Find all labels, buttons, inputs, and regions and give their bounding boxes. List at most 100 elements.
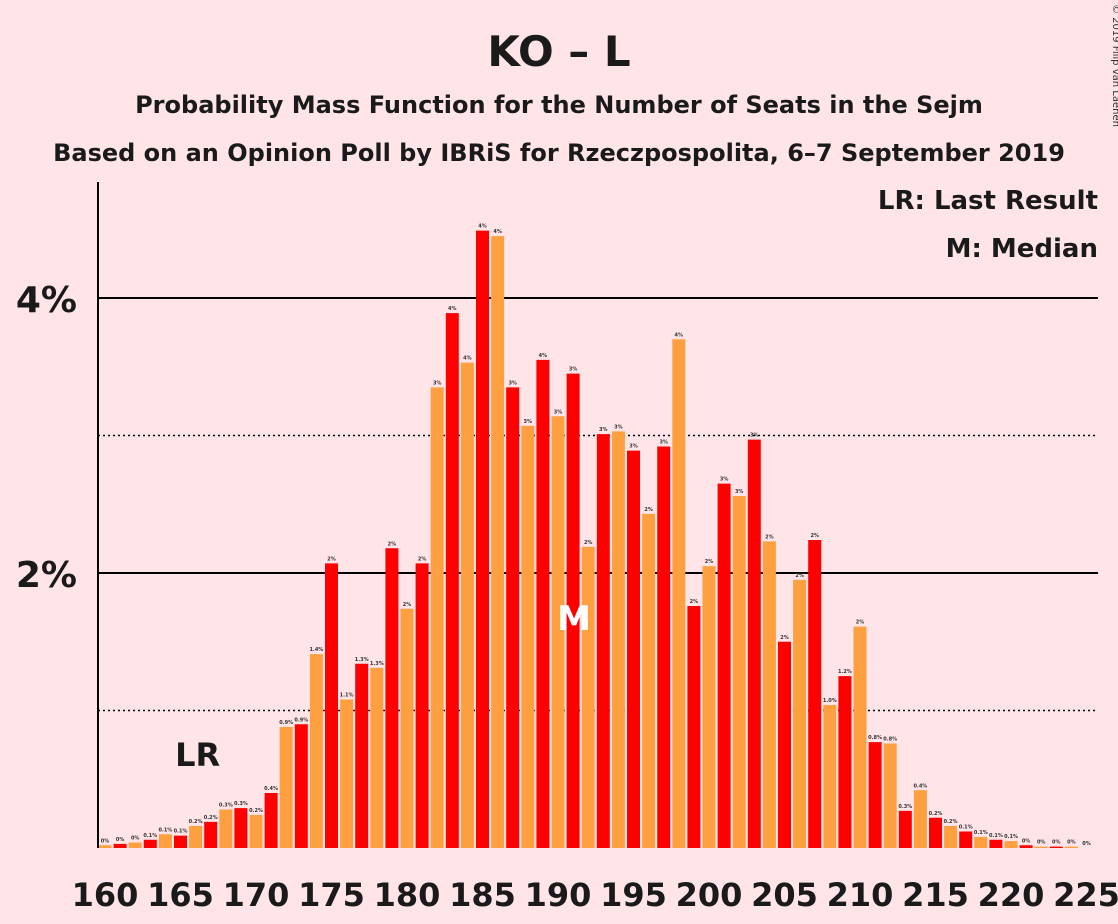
bar-164 — [158, 834, 172, 848]
y-tick-labels: 2% 4% — [16, 280, 77, 596]
data-label-219: 0.1% — [989, 833, 1003, 839]
bar-190 — [551, 416, 565, 848]
x-tick-label: 170 — [223, 876, 290, 914]
bar-211 — [868, 742, 882, 848]
data-label-170: 0.2% — [249, 808, 263, 814]
data-label-198: 4% — [675, 332, 684, 338]
legend-last-result: LR: Last Result — [878, 186, 1098, 216]
data-label-208: 1.0% — [823, 698, 837, 704]
data-label-190: 3% — [554, 409, 563, 415]
bar-207 — [808, 540, 822, 848]
data-label-218: 0.1% — [974, 830, 988, 836]
x-tick-label: 195 — [600, 876, 667, 914]
data-label-175: 2% — [327, 556, 336, 562]
bar-161 — [113, 843, 127, 848]
bar-215 — [929, 817, 942, 848]
bar-212 — [883, 743, 897, 848]
bar-171 — [264, 793, 278, 848]
data-label-225: 0% — [1082, 841, 1091, 847]
data-label-180: 2% — [403, 602, 412, 608]
x-tick-label: 215 — [902, 876, 969, 914]
data-label-169: 0.3% — [234, 801, 248, 807]
bar-208 — [823, 705, 837, 848]
data-label-160: 0% — [101, 838, 110, 844]
data-label-171: 0.4% — [264, 786, 278, 792]
bar-223 — [1049, 846, 1063, 848]
data-label-224: 0% — [1067, 840, 1076, 846]
x-tick-label: 160 — [72, 876, 139, 914]
data-label-209: 1.2% — [838, 669, 852, 675]
data-label-210: 2% — [856, 620, 865, 626]
data-label-187: 3% — [508, 380, 517, 386]
bar-213 — [898, 810, 912, 848]
data-label-173: 0.9% — [294, 717, 308, 723]
bar-170 — [249, 815, 263, 848]
bar-196 — [642, 513, 656, 848]
data-label-179: 2% — [388, 541, 397, 547]
bar-218 — [974, 837, 988, 848]
bar-197 — [657, 446, 671, 848]
bar-172 — [279, 727, 293, 848]
data-label-195: 3% — [629, 444, 638, 450]
bar-185 — [476, 230, 489, 848]
data-label-212: 0.8% — [883, 737, 897, 743]
median-marker: M — [557, 599, 591, 639]
data-label-211: 0.8% — [868, 735, 882, 741]
chart-subtitle-2: Based on an Opinion Poll by IBRiS for Rz… — [53, 139, 1065, 167]
legend-median: M: Median — [946, 234, 1098, 264]
bar-167 — [204, 821, 218, 848]
data-labels: 0% 0% 0% 0.1%0.1% 0.1%0.2%0.2%0.3% 0.3%0.2%0.… — [101, 224, 1091, 847]
x-tick-label: 185 — [449, 876, 516, 914]
bar-174 — [309, 654, 323, 848]
bar-224 — [1064, 846, 1078, 848]
bar-201 — [717, 483, 731, 848]
bar-214 — [913, 790, 927, 848]
bar-186 — [491, 236, 505, 848]
data-label-189: 4% — [539, 353, 548, 359]
x-tick-label: 220 — [978, 876, 1045, 914]
x-tick-label: 225 — [1053, 876, 1118, 914]
bar-179 — [385, 548, 399, 848]
data-label-184: 4% — [463, 356, 472, 362]
bar-177 — [355, 663, 369, 848]
bar-198 — [672, 339, 686, 848]
y-tick-label: 4% — [16, 280, 77, 321]
bar-189 — [536, 359, 550, 848]
bar-209 — [838, 676, 852, 848]
data-label-220: 0.1% — [1004, 834, 1018, 840]
bar-182 — [430, 387, 444, 848]
bar-175 — [325, 563, 338, 848]
data-label-217: 0.1% — [959, 825, 973, 831]
bar-169 — [234, 808, 248, 848]
x-tick-label: 210 — [827, 876, 894, 914]
data-label-188: 3% — [524, 419, 533, 425]
bar-178 — [370, 667, 384, 848]
bar-181 — [415, 563, 429, 848]
x-tick-label: 175 — [298, 876, 365, 914]
bar-221 — [1019, 845, 1033, 848]
data-label-194: 3% — [614, 424, 623, 430]
data-label-201: 3% — [720, 477, 729, 483]
y-tick-label: 2% — [16, 555, 77, 596]
data-label-191: 3% — [569, 367, 578, 373]
x-tick-label: 165 — [147, 876, 214, 914]
x-tick-label: 205 — [751, 876, 818, 914]
bar-188 — [521, 425, 535, 848]
data-label-204: 2% — [765, 534, 774, 540]
bar-210 — [853, 626, 867, 848]
data-label-213: 0.3% — [898, 804, 912, 810]
bar-162 — [128, 842, 142, 848]
data-label-215: 0.2% — [929, 811, 943, 817]
data-label-182: 3% — [433, 380, 442, 386]
bar-204 — [762, 541, 776, 848]
data-label-221: 0% — [1022, 838, 1031, 844]
data-label-172: 0.9% — [279, 720, 293, 726]
bar-193 — [596, 434, 610, 848]
bar-205 — [778, 641, 791, 848]
x-tick-labels: 160 165 170 175 180 185 190 195 200 205 210 215 220 2… — [72, 876, 1118, 914]
bar-176 — [340, 699, 354, 848]
last-result-marker: LR — [175, 736, 220, 774]
bar-168 — [219, 809, 233, 848]
bar-220 — [1004, 841, 1018, 848]
